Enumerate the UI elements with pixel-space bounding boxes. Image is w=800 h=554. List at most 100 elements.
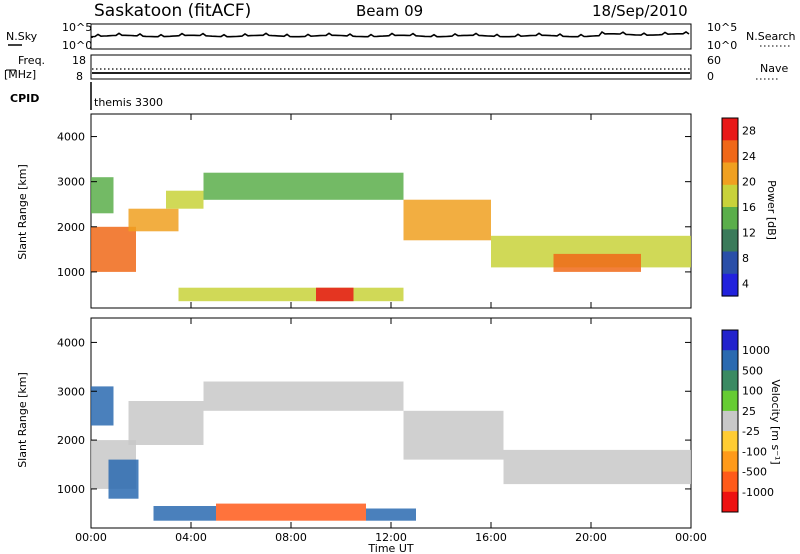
power-colorbar-swatch <box>722 229 738 253</box>
power-colorbar-swatch <box>722 162 738 186</box>
power-colorbar-tick-label: 20 <box>742 176 756 189</box>
data-region-velocity-4 <box>203 381 404 411</box>
velocity-colorbar-swatch <box>722 390 738 412</box>
cpid-value: themis 3300 <box>94 96 163 109</box>
data-region-velocity-2 <box>91 386 114 426</box>
velocity-colorbar: 1000 500 100 25 -25 -100 -500 -1000 <box>721 329 774 513</box>
velocity-plot: 1000 2000 3000 4000 Slant Range [km] 1000 50… <box>16 317 782 529</box>
nsky-label: N.Sky <box>6 30 38 43</box>
data-region-velocity-6 <box>216 503 366 521</box>
data-region-power-7 <box>403 199 491 241</box>
power-y-tick-label: 2000 <box>57 221 85 234</box>
velocity-colorbar-swatch <box>722 410 738 432</box>
freq-tick-bottom: 8 <box>76 70 83 83</box>
freq-panel <box>90 54 692 80</box>
freq-label-2: [MHz] <box>4 68 36 81</box>
velocity-colorbar-tick-label: -1000 <box>742 486 774 499</box>
nsky-left-tick-top: 10^5 <box>62 21 92 34</box>
data-region-velocity-5 <box>153 506 216 521</box>
cpid-label: CPID <box>10 92 39 105</box>
nave-label: Nave <box>760 62 788 75</box>
data-region-velocity-7 <box>366 508 416 521</box>
power-plot: 1000 2000 3000 4000 Slant Range [km] 28 24 20… <box>16 113 778 309</box>
velocity-colorbar-swatch <box>722 451 738 472</box>
x-tick-label: 20:00 <box>575 531 607 544</box>
power-colorbar-swatch <box>722 184 738 208</box>
x-tick-label: 00:00 <box>75 531 107 544</box>
nsky-right-tick-bottom: 10^0 <box>707 39 737 52</box>
velocity-colorbar-swatch <box>722 431 738 452</box>
station-title: Saskatoon (fitACF) <box>94 1 251 21</box>
data-region-velocity-8 <box>403 410 504 460</box>
velocity-colorbar-tick-label: -25 <box>742 425 760 438</box>
velocity-y-tick-label: 4000 <box>57 336 85 349</box>
x-tick-label: 00:00 <box>675 531 707 544</box>
velocity-colorbar-swatch <box>722 471 738 493</box>
data-region-power-4 <box>203 172 404 200</box>
nsky-panel <box>90 23 692 50</box>
power-colorbar-swatch <box>722 207 738 230</box>
x-tick-label: 12:00 <box>375 531 407 544</box>
velocity-colorbar-swatch <box>722 350 738 371</box>
data-region-velocity-9 <box>503 449 691 485</box>
velocity-y-tick-label: 1000 <box>57 483 85 496</box>
power-colorbar-tick-label: 16 <box>742 201 756 214</box>
velocity-colorbar-tick-label: -100 <box>742 445 767 458</box>
velocity-colorbar-tick-label: 500 <box>742 364 763 377</box>
power-colorbar-tick-label: 4 <box>742 277 749 290</box>
data-region-velocity-1 <box>108 459 139 499</box>
data-region-power-5 <box>178 287 404 302</box>
power-y-tick-label: 4000 <box>57 131 85 144</box>
velocity-colorbar-tick-label: 1000 <box>742 344 770 357</box>
power-colorbar-tick-label: 28 <box>742 125 756 138</box>
power-plot-frame <box>90 113 692 309</box>
x-tick-label: 16:00 <box>475 531 507 544</box>
velocity-colorbar-tick-label: 100 <box>742 385 763 398</box>
x-axis-label: Time UT <box>367 542 413 554</box>
nave-tick-top: 60 <box>707 54 721 67</box>
nsky-left-tick-bottom: 10^0 <box>62 39 92 52</box>
velocity-colorbar-tick-label: 25 <box>742 405 756 418</box>
velocity-y-tick-label: 3000 <box>57 385 85 398</box>
velocity-y-ticks: 1000 2000 3000 4000 <box>57 336 691 496</box>
nave-tick-bottom: 0 <box>707 70 714 83</box>
power-colorbar-label: Power [dB] <box>765 180 778 240</box>
data-region-power-9 <box>553 253 641 272</box>
power-ylabel: Slant Range [km] <box>16 164 29 260</box>
power-colorbar-tick-label: 24 <box>742 150 756 163</box>
data-region-power-6 <box>316 287 354 302</box>
velocity-colorbar-label: Velocity [m s⁻¹] <box>769 379 782 464</box>
velocity-colorbar-swatch <box>722 491 738 513</box>
power-y-tick-label: 3000 <box>57 176 85 189</box>
data-region-power-2 <box>128 208 179 232</box>
data-region-power-3 <box>166 190 204 209</box>
data-region-velocity-3 <box>128 401 204 445</box>
data-region-power-1 <box>91 177 114 214</box>
nsky-series-line <box>91 30 690 38</box>
data-region-power-0 <box>91 226 136 272</box>
nsearch-label: N.Search <box>746 30 796 43</box>
x-axis-ticks: 00:00 04:00 08:00 12:00 16:00 20:00 00:00 <box>75 114 707 544</box>
power-colorbar-swatch <box>722 118 738 141</box>
power-colorbar-swatch <box>722 273 738 297</box>
date-title: 18/Sep/2010 <box>592 2 688 20</box>
power-colorbar-tick-label: 12 <box>742 226 756 239</box>
velocity-colorbar-swatch <box>722 330 738 351</box>
power-colorbar: 28 24 20 16 12 8 4 <box>721 117 756 297</box>
power-y-tick-label: 1000 <box>57 266 85 279</box>
velocity-y-tick-label: 2000 <box>57 434 85 447</box>
power-colorbar-tick-label: 8 <box>742 252 749 265</box>
power-data-cells <box>91 172 691 302</box>
velocity-colorbar-swatch <box>722 370 738 392</box>
velocity-colorbar-tick-label: -500 <box>742 466 767 479</box>
power-colorbar-swatch <box>722 140 738 164</box>
x-tick-label: 04:00 <box>175 531 207 544</box>
velocity-data-cells <box>91 381 691 521</box>
x-tick-label: 08:00 <box>275 531 307 544</box>
power-colorbar-swatch <box>722 251 738 275</box>
beam-title: Beam 09 <box>356 2 423 20</box>
velocity-ylabel: Slant Range [km] <box>16 372 29 468</box>
nsky-right-tick-top: 10^5 <box>707 21 737 34</box>
freq-label-1: Freq. <box>18 54 45 67</box>
